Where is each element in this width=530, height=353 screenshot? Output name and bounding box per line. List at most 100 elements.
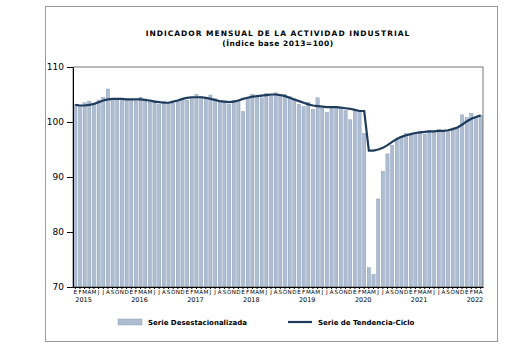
bar bbox=[339, 109, 342, 287]
bar bbox=[358, 112, 361, 287]
x-tick: J bbox=[325, 287, 328, 296]
x-tick: D bbox=[460, 287, 464, 295]
x-tick-label: J bbox=[269, 289, 272, 296]
x-tick-label: F bbox=[134, 289, 137, 295]
bar bbox=[423, 134, 426, 287]
x-tick-label: N bbox=[288, 289, 292, 295]
x-tick: D bbox=[348, 287, 352, 295]
x-tick-label: J bbox=[376, 289, 379, 296]
subtitle: (Índice base 2013=100) bbox=[222, 39, 333, 48]
bar bbox=[269, 96, 272, 287]
legend-swatch bbox=[288, 321, 312, 323]
x-tick-label: A bbox=[330, 289, 334, 295]
x-tick-label: M bbox=[203, 289, 208, 295]
x-tick: N bbox=[288, 287, 292, 295]
x-tick-label: J bbox=[381, 289, 384, 296]
bar bbox=[367, 268, 370, 287]
bar bbox=[307, 102, 310, 287]
x-tick: J bbox=[209, 287, 212, 296]
x-tick: F bbox=[414, 287, 417, 295]
bar bbox=[241, 112, 244, 287]
x-tick-label: M bbox=[92, 289, 97, 295]
bar bbox=[120, 99, 123, 287]
legend: Serie DesestacionalizadaSerie de Tendenc… bbox=[118, 319, 415, 327]
x-tick: D bbox=[236, 287, 240, 295]
x-tick: N bbox=[399, 287, 403, 295]
bar bbox=[279, 95, 282, 287]
x-tick-label: J bbox=[101, 289, 104, 296]
x-tick: F bbox=[134, 287, 137, 295]
y-tick-mark bbox=[67, 287, 73, 288]
x-tick: F bbox=[190, 287, 193, 295]
bar bbox=[316, 98, 319, 287]
x-tick: N bbox=[343, 287, 347, 295]
y-axis: 708090100110 bbox=[47, 62, 74, 292]
x-tick: M bbox=[427, 287, 432, 295]
bar bbox=[470, 113, 473, 287]
x-tick: N bbox=[120, 287, 124, 295]
bar bbox=[190, 97, 193, 287]
bar bbox=[442, 132, 445, 287]
y-tick: 100 bbox=[47, 117, 73, 127]
bar bbox=[144, 99, 147, 287]
x-axis: EFMAMJJASONDEFMAMJJASONDEFMAMJJASONDEFMA… bbox=[74, 287, 484, 296]
legend-swatch bbox=[118, 319, 142, 325]
x-tick: F bbox=[302, 287, 305, 295]
x-tick: E bbox=[129, 287, 133, 295]
x-tick-label: M bbox=[315, 289, 320, 295]
year-labels: 20152016201720182019202020212022 bbox=[75, 296, 483, 304]
bar bbox=[130, 99, 133, 287]
bar bbox=[288, 97, 291, 287]
plot-frame bbox=[73, 67, 483, 287]
y-tick-mark bbox=[67, 232, 73, 233]
y-tick-label: 90 bbox=[53, 172, 65, 182]
x-tick-label: J bbox=[432, 289, 435, 296]
x-tick: A bbox=[330, 287, 334, 295]
legend-label: Serie Desestacionalizada bbox=[148, 319, 247, 327]
y-tick-label: 80 bbox=[53, 227, 65, 237]
x-tick-label: N bbox=[343, 289, 347, 295]
x-tick-label: E bbox=[185, 289, 189, 295]
x-tick-label: A bbox=[106, 289, 110, 295]
x-tick-label: D bbox=[348, 289, 352, 295]
x-tick-label: E bbox=[465, 289, 469, 295]
bar bbox=[372, 274, 375, 287]
bar bbox=[134, 101, 137, 287]
x-tick: F bbox=[358, 287, 361, 295]
year-label: 2018 bbox=[243, 296, 260, 304]
x-tick: E bbox=[465, 287, 469, 295]
x-tick: E bbox=[409, 287, 413, 295]
bar bbox=[195, 95, 198, 288]
legend-item: Serie Desestacionalizada bbox=[118, 319, 247, 327]
x-tick: D bbox=[404, 287, 408, 295]
bar bbox=[176, 101, 179, 287]
x-tick-label: E bbox=[74, 289, 78, 295]
x-tick: F bbox=[470, 287, 473, 295]
bar bbox=[139, 97, 142, 287]
x-tick-label: E bbox=[353, 289, 357, 295]
x-tick-label: J bbox=[153, 289, 156, 296]
chart: INDICADOR MENSUAL DE LA ACTIVIDAD INDUST… bbox=[0, 0, 530, 353]
bar bbox=[311, 109, 314, 287]
x-tick: E bbox=[74, 287, 78, 295]
plot: 708090100110EFMAMJJASONDEFMAMJJASONDEFMA… bbox=[47, 62, 484, 304]
bar bbox=[111, 98, 114, 287]
bar bbox=[297, 104, 300, 287]
y-tick-mark bbox=[67, 177, 73, 178]
bar bbox=[325, 113, 328, 287]
bar bbox=[283, 95, 286, 288]
bar bbox=[251, 95, 254, 288]
bar bbox=[199, 97, 202, 287]
x-tick: E bbox=[353, 287, 357, 295]
y-tick-label: 70 bbox=[53, 282, 65, 292]
x-tick: A bbox=[162, 287, 166, 295]
bar bbox=[218, 101, 221, 287]
bar bbox=[330, 108, 333, 287]
x-tick-label: E bbox=[409, 289, 413, 295]
x-tick-label: F bbox=[414, 289, 417, 295]
bar bbox=[237, 102, 240, 287]
year-label: 2021 bbox=[411, 296, 428, 304]
bar bbox=[204, 99, 207, 287]
x-tick: D bbox=[180, 287, 184, 295]
x-tick: A bbox=[106, 287, 110, 295]
